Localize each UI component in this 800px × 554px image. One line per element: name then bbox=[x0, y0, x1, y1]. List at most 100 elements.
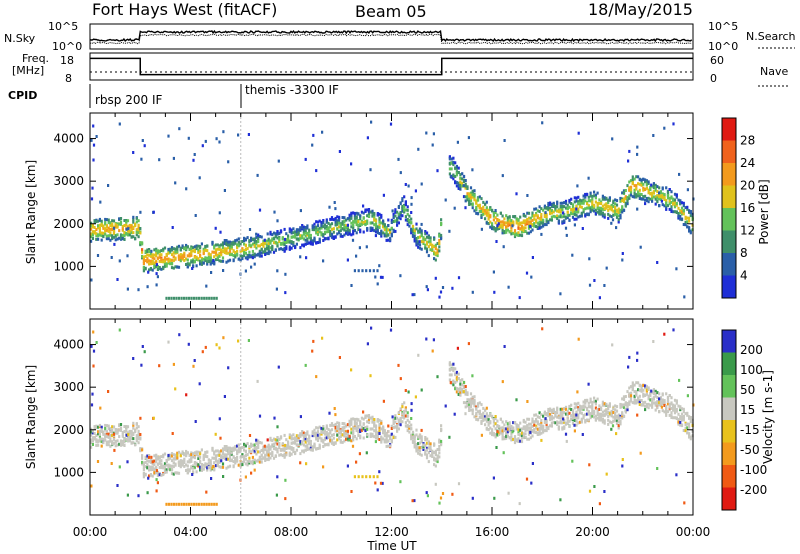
vel-data-cell bbox=[137, 425, 140, 429]
power-data-cell bbox=[480, 216, 483, 219]
vel-data-cell bbox=[276, 442, 279, 446]
power-data-cell bbox=[461, 177, 464, 181]
vel-data-cell bbox=[360, 416, 363, 420]
vel-data-cell bbox=[614, 418, 617, 422]
vel-data-cell bbox=[144, 456, 147, 460]
vel-data-cell bbox=[315, 447, 318, 451]
vel-data-cell bbox=[545, 425, 548, 429]
power-data-cell bbox=[688, 210, 691, 214]
power-data-cell bbox=[640, 197, 643, 201]
vel-data-cell bbox=[225, 455, 228, 458]
vel-data-cell bbox=[397, 422, 400, 426]
power-data-cell bbox=[149, 259, 152, 263]
vel-data-cell bbox=[383, 429, 386, 433]
vel-data-cell bbox=[526, 417, 529, 421]
power-data-cell bbox=[519, 222, 522, 226]
power-data-cell bbox=[663, 193, 666, 197]
power-data-cell bbox=[118, 122, 121, 126]
power-data-cell bbox=[678, 172, 681, 176]
power-data-cell bbox=[557, 215, 560, 219]
vel-data-cell bbox=[162, 466, 165, 470]
vel-data-cell bbox=[172, 465, 175, 469]
vel-data-cell bbox=[218, 465, 221, 469]
power-data-cell bbox=[633, 188, 636, 192]
power-data-cell bbox=[586, 202, 589, 206]
vel-data-cell bbox=[552, 410, 555, 414]
vel-data-cell bbox=[336, 438, 339, 442]
power-data-cell bbox=[146, 285, 149, 289]
power-data-cell bbox=[619, 196, 622, 200]
power-data-cell bbox=[406, 205, 409, 209]
power-data-cell bbox=[591, 202, 594, 206]
vel-data-cell bbox=[508, 421, 511, 425]
power-data-cell bbox=[399, 217, 402, 221]
vel-data-cell bbox=[478, 415, 481, 419]
vel-data-cell bbox=[563, 420, 566, 424]
vel-data-cell bbox=[385, 436, 388, 440]
power-data-cell bbox=[410, 231, 413, 235]
power-data-cell bbox=[471, 191, 474, 195]
vel-data-cell bbox=[188, 460, 191, 464]
vel-data-cell bbox=[540, 423, 543, 427]
power-data-cell bbox=[253, 240, 256, 244]
power-data-cell bbox=[392, 216, 395, 219]
vel-data-cell bbox=[318, 425, 321, 429]
vel-data-cell bbox=[515, 423, 518, 427]
power-data-cell bbox=[652, 195, 655, 199]
vel-data-cell bbox=[614, 404, 617, 408]
power-data-cell bbox=[586, 192, 589, 196]
power-data-cell bbox=[241, 247, 244, 251]
power-data-cell bbox=[536, 216, 539, 220]
power-data-cell bbox=[564, 201, 568, 205]
vel-data-cell bbox=[658, 399, 661, 403]
power-data-cell bbox=[454, 181, 457, 185]
power-data-cell bbox=[334, 235, 337, 239]
vel-data-cell bbox=[336, 427, 339, 431]
power-data-cell bbox=[591, 200, 594, 204]
power-data-cell bbox=[389, 122, 393, 126]
vel-data-cell bbox=[482, 418, 485, 422]
power-data-cell bbox=[274, 240, 277, 244]
power-data-cell bbox=[153, 261, 156, 265]
power-data-cell bbox=[308, 241, 311, 245]
power-data-cell bbox=[107, 184, 110, 187]
vel-data-cell bbox=[399, 417, 402, 421]
vel-data-cell bbox=[364, 429, 367, 433]
vel-data-cell bbox=[239, 464, 242, 468]
power-data-cell bbox=[253, 255, 256, 259]
vel-data-cell bbox=[290, 441, 293, 445]
power-data-cell bbox=[260, 254, 263, 258]
vel-data-cell bbox=[128, 437, 131, 440]
power-data-cell bbox=[155, 263, 158, 267]
power-data-cell bbox=[137, 219, 140, 223]
power-data-cell bbox=[455, 164, 458, 168]
power-data-cell bbox=[346, 217, 349, 221]
power-data-cell bbox=[290, 241, 293, 245]
power-data-cell bbox=[387, 224, 390, 227]
power-data-cell bbox=[484, 202, 487, 206]
power-data-cell bbox=[469, 202, 473, 206]
vel-data-cell bbox=[274, 441, 277, 445]
vel-data-cell bbox=[149, 468, 152, 472]
power-data-cell bbox=[652, 182, 655, 186]
power-data-cell bbox=[213, 244, 216, 248]
power-data-cell bbox=[598, 198, 601, 202]
vel-data-cell bbox=[605, 402, 608, 406]
vel-data-cell bbox=[438, 444, 441, 448]
power-data-cell bbox=[126, 287, 129, 291]
power-data-cell bbox=[171, 226, 174, 229]
power-data-cell bbox=[679, 199, 682, 203]
vel-data-cell bbox=[341, 428, 344, 432]
power-data-cell bbox=[559, 206, 562, 210]
power-data-cell bbox=[234, 253, 237, 257]
vel-data-cell bbox=[542, 429, 545, 433]
vel-data-cell bbox=[369, 427, 372, 431]
vel-data-cell bbox=[601, 417, 604, 421]
vel-data-cell bbox=[614, 413, 617, 417]
vel-data-cell bbox=[524, 435, 527, 439]
power-data-cell bbox=[635, 195, 638, 199]
vel-data-cell bbox=[352, 438, 355, 442]
vel-data-cell bbox=[295, 437, 298, 441]
power-data-cell bbox=[253, 243, 256, 247]
power-data-cell bbox=[659, 198, 662, 201]
